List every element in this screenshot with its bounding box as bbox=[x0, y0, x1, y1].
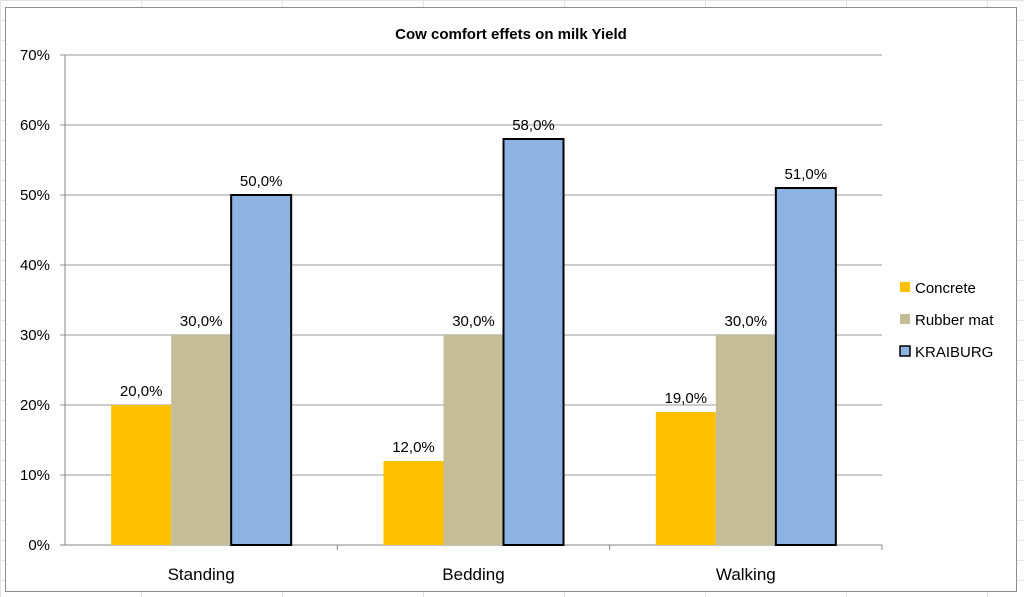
y-tick-label: 50% bbox=[20, 187, 50, 204]
bar-concrete bbox=[383, 461, 444, 545]
data-label: 20,0% bbox=[120, 383, 163, 400]
y-tick-label: 70% bbox=[20, 47, 50, 64]
y-tick-label: 30% bbox=[20, 327, 50, 344]
bar-rubber-mat bbox=[171, 335, 232, 545]
bar-concrete bbox=[111, 405, 172, 545]
data-label: 30,0% bbox=[452, 313, 495, 330]
x-tick-label: Standing bbox=[168, 565, 235, 584]
data-label: 51,0% bbox=[785, 166, 828, 183]
y-tick-label: 60% bbox=[20, 117, 50, 134]
y-tick-label: 0% bbox=[28, 537, 50, 554]
bar-kraiburg bbox=[774, 187, 837, 546]
data-label: 12,0% bbox=[392, 439, 435, 456]
chart-title: Cow comfort effets on milk Yield bbox=[395, 26, 627, 43]
legend-label: Rubber mat bbox=[915, 312, 994, 329]
bar-concrete bbox=[655, 412, 716, 545]
bar-kraiburg bbox=[502, 138, 565, 546]
x-tick-label: Bedding bbox=[442, 565, 504, 584]
y-tick-label: 20% bbox=[20, 397, 50, 414]
legend-swatch bbox=[900, 282, 910, 292]
data-label: 50,0% bbox=[240, 173, 283, 190]
bar-kraiburg bbox=[230, 194, 293, 546]
x-tick-label: Walking bbox=[716, 565, 776, 584]
y-tick-label: 10% bbox=[20, 467, 50, 484]
data-label: 30,0% bbox=[180, 313, 223, 330]
legend-label: Concrete bbox=[915, 280, 976, 297]
y-tick-label: 40% bbox=[20, 257, 50, 274]
legend-swatch bbox=[900, 314, 910, 324]
data-label: 19,0% bbox=[665, 390, 708, 407]
bar-rubber-mat bbox=[443, 335, 504, 545]
legend-label: KRAIBURG bbox=[915, 344, 993, 361]
legend-swatch bbox=[899, 345, 911, 357]
bar-rubber-mat bbox=[715, 335, 776, 545]
data-label: 30,0% bbox=[725, 313, 768, 330]
data-label: 58,0% bbox=[512, 117, 555, 134]
